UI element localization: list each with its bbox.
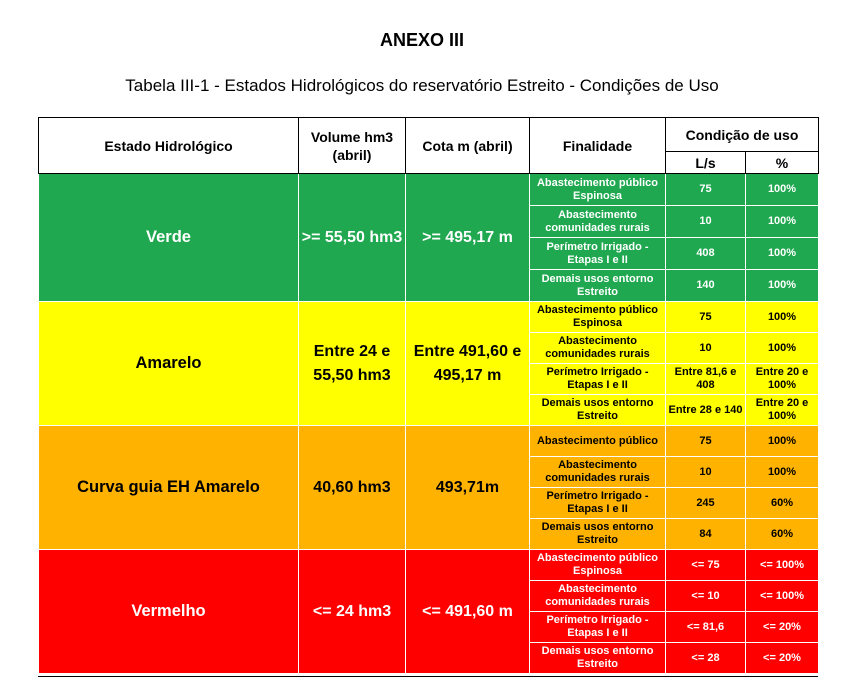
header-condicao: Condição de uso: [664, 117, 820, 152]
pct-cell: <= 20%: [744, 611, 820, 643]
state-group-amarelo: Amarelo Entre 24 e 55,50 hm3 Entre 491,6…: [38, 301, 820, 426]
state-name: Vermelho: [38, 549, 299, 674]
ls-cell: <= 10: [665, 580, 746, 612]
hydrological-states-table: Estado Hidrológico Volume hm3 (abril) Co…: [38, 117, 820, 674]
pct-cell: 100%: [744, 301, 820, 333]
finalidade-cell: Abastecimento comunidades rurais: [529, 580, 666, 612]
ls-cell: 75: [665, 173, 746, 206]
pct-cell: Entre 20 e 100%: [744, 394, 820, 426]
header-cota: Cota m (abril): [405, 117, 530, 174]
pct-cell: 60%: [744, 487, 820, 519]
ls-cell: <= 81,6: [665, 611, 746, 643]
finalidade-cell: Abastecimento comunidades rurais: [529, 332, 666, 364]
ls-cell: 140: [665, 269, 746, 302]
finalidade-cell: Demais usos entorno Estreito: [529, 518, 666, 550]
state-group-curva-guia: Curva guia EH Amarelo 40,60 hm3 493,71m …: [38, 425, 820, 550]
ls-cell: Entre 28 e 140: [665, 394, 746, 426]
ls-cell: <= 75: [665, 549, 746, 581]
finalidade-cell: Abastecimento comunidades rurais: [529, 456, 666, 488]
state-cota: <= 491,60 m: [405, 549, 530, 674]
state-volume: 40,60 hm3: [298, 425, 406, 550]
state-group-verde: Verde >= 55,50 hm3 >= 495,17 m Abastecim…: [38, 173, 820, 302]
finalidade-cell: Perímetro Irrigado - Etapas I e II: [529, 237, 666, 270]
pct-cell: <= 20%: [744, 642, 820, 674]
pct-cell: 100%: [744, 425, 820, 457]
table-bottom-border: [38, 676, 818, 677]
pct-cell: Entre 20 e 100%: [744, 363, 820, 395]
finalidade-cell: Demais usos entorno Estreito: [529, 394, 666, 426]
ls-cell: 84: [665, 518, 746, 550]
pct-cell: 100%: [744, 456, 820, 488]
state-cota: Entre 491,60 e 495,17 m: [405, 301, 530, 426]
finalidade-cell: Perímetro Irrigado - Etapas I e II: [529, 611, 666, 643]
finalidade-cell: Abastecimento público: [529, 425, 666, 457]
ls-cell: 75: [665, 301, 746, 333]
state-volume: <= 24 hm3: [298, 549, 406, 674]
ls-cell: 408: [665, 237, 746, 270]
state-cota: >= 495,17 m: [405, 173, 530, 302]
finalidade-cell: Demais usos entorno Estreito: [529, 642, 666, 674]
finalidade-cell: Abastecimento público Espinosa: [529, 549, 666, 581]
ls-cell: <= 28: [665, 642, 746, 674]
annex-title: ANEXO III: [379, 30, 464, 50]
state-volume: Entre 24 e 55,50 hm3: [298, 301, 406, 426]
state-cota: 493,71m: [405, 425, 530, 550]
ls-cell: 10: [665, 332, 746, 364]
ls-cell: Entre 81,6 e 408: [665, 363, 746, 395]
pct-cell: 100%: [744, 237, 820, 270]
finalidade-cell: Abastecimento público Espinosa: [529, 301, 666, 333]
state-name: Amarelo: [38, 301, 299, 426]
table-caption: Tabela III-1 - Estados Hidrológicos do r…: [125, 76, 719, 95]
pct-cell: 100%: [744, 173, 820, 206]
header-finalidade: Finalidade: [529, 117, 666, 174]
header-pct: %: [744, 151, 820, 174]
header-volume: Volume hm3 (abril): [298, 117, 406, 174]
finalidade-cell: Perímetro Irrigado - Etapas I e II: [529, 363, 666, 395]
state-name: Verde: [38, 173, 299, 302]
finalidade-cell: Abastecimento comunidades rurais: [529, 205, 666, 238]
ls-cell: 10: [665, 456, 746, 488]
finalidade-cell: Perímetro Irrigado - Etapas I e II: [529, 487, 666, 519]
pct-cell: <= 100%: [744, 580, 820, 612]
state-name: Curva guia EH Amarelo: [38, 425, 299, 550]
state-group-vermelho: Vermelho <= 24 hm3 <= 491,60 m Abastecim…: [38, 549, 820, 674]
finalidade-cell: Abastecimento público Espinosa: [529, 173, 666, 206]
pct-cell: 100%: [744, 205, 820, 238]
header-estado: Estado Hidrológico: [38, 117, 299, 174]
ls-cell: 75: [665, 425, 746, 457]
pct-cell: 60%: [744, 518, 820, 550]
pct-cell: <= 100%: [744, 549, 820, 581]
ls-cell: 10: [665, 205, 746, 238]
finalidade-cell: Demais usos entorno Estreito: [529, 269, 666, 302]
ls-cell: 245: [665, 487, 746, 519]
pct-cell: 100%: [744, 269, 820, 302]
pct-cell: 100%: [744, 332, 820, 364]
state-volume: >= 55,50 hm3: [298, 173, 406, 302]
header-ls: L/s: [665, 151, 746, 174]
